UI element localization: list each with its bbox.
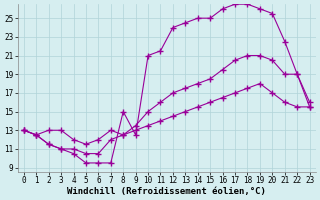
X-axis label: Windchill (Refroidissement éolien,°C): Windchill (Refroidissement éolien,°C)	[67, 187, 266, 196]
